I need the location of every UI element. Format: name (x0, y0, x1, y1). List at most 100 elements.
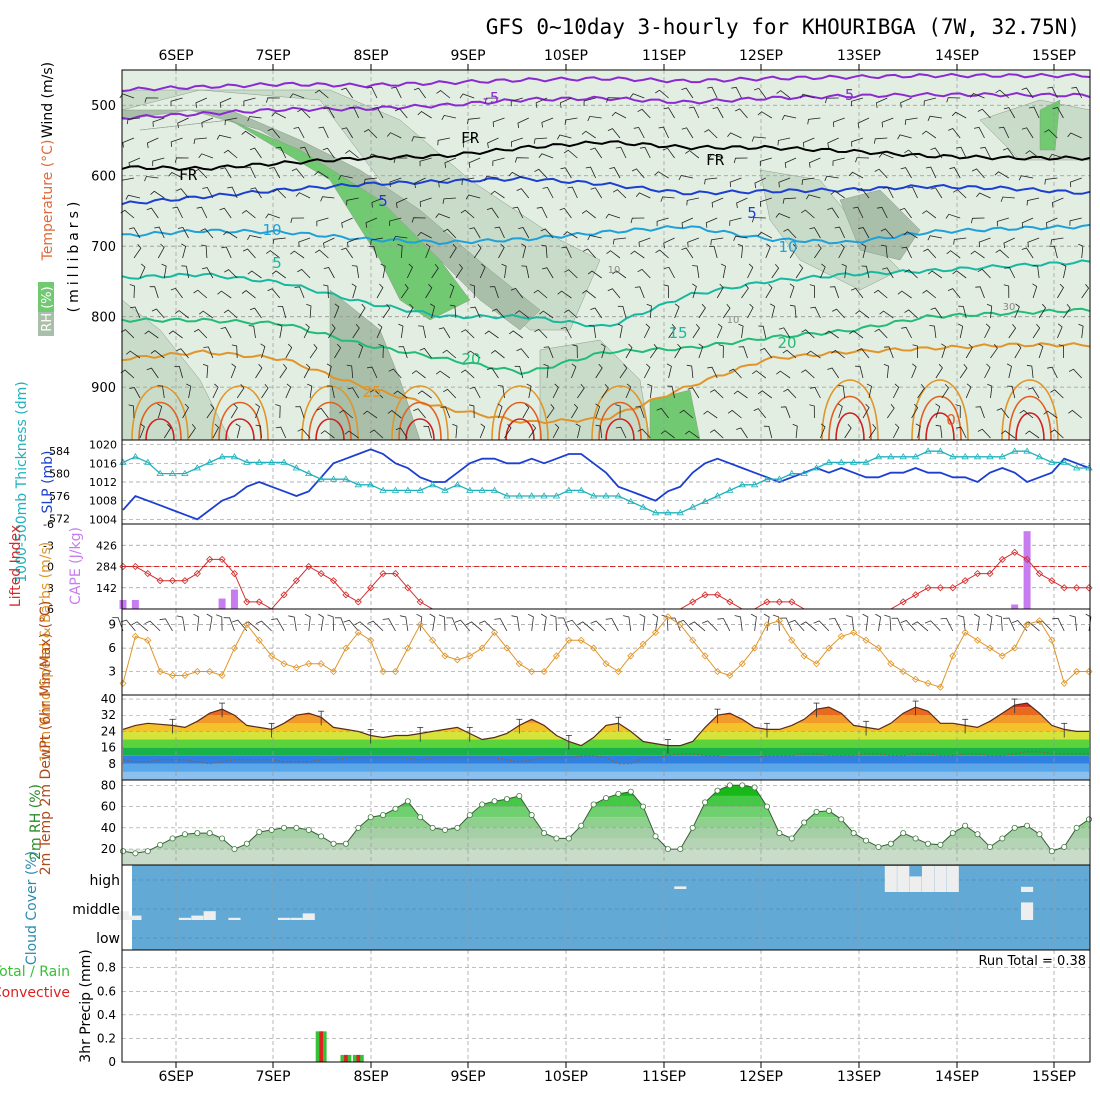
wind-barb (733, 157, 748, 164)
wind-barb (261, 383, 269, 399)
rh2m-tick-label: 40 (101, 821, 116, 835)
wind-barb (560, 326, 572, 339)
wind-barb (411, 136, 426, 142)
wind-barb (219, 97, 232, 108)
thickness-point (998, 453, 1007, 460)
wind-barb (1069, 217, 1082, 226)
wind-barb (366, 366, 378, 379)
wind-barb (468, 157, 481, 168)
rh2m-point (541, 830, 548, 837)
rh2m-point (788, 835, 795, 842)
wind-barb (1057, 283, 1065, 299)
rh2m-point (776, 830, 783, 837)
wind-barb (975, 406, 985, 419)
wind-barb (855, 157, 870, 163)
wind-barb (267, 128, 281, 139)
precip-tick-label: 0 (108, 1055, 116, 1069)
wind-barb (814, 244, 822, 259)
lifted-index-tick-label: 3 (47, 582, 54, 595)
wind-barb (987, 383, 993, 399)
wind-barb (303, 323, 310, 339)
wind-barb (660, 430, 675, 439)
lifted-index-point (788, 598, 796, 606)
wind-barb (269, 166, 281, 179)
thickness-point (144, 458, 152, 465)
wind-barb (800, 209, 815, 219)
lifted-index-tick-label: -3 (43, 539, 54, 552)
wind-barb (984, 323, 991, 339)
wind-barb (757, 231, 772, 239)
wind-barb (157, 403, 163, 419)
wind-speed-point (429, 636, 437, 644)
wind-barb (289, 93, 305, 99)
wind-barb (533, 289, 548, 299)
wind-barb (588, 325, 597, 339)
wind-barb (224, 117, 238, 126)
thickness-point (1035, 453, 1044, 460)
surface-wind-barb (367, 620, 384, 632)
rh2m-color-bands (123, 785, 1089, 865)
wind-barb (1025, 150, 1040, 159)
wind-barb (443, 388, 457, 399)
thickness-point (862, 458, 870, 465)
lifted-index-point (416, 598, 424, 606)
thickness-point (664, 509, 672, 516)
wind-barb (539, 310, 554, 319)
wind-barb (582, 289, 596, 299)
wind-barb (541, 117, 554, 128)
wind-barb (747, 303, 754, 319)
wind-barb (395, 197, 408, 209)
surface-wind-barb (144, 620, 161, 632)
cloud-level-label: low (96, 931, 120, 947)
wind-speed-point (949, 652, 957, 660)
date-label-top: 10SEP (544, 48, 588, 64)
wind-barb (801, 369, 815, 379)
wind-barb (1003, 237, 1015, 249)
rh2m-band (123, 827, 1089, 839)
wind-barb (635, 406, 645, 419)
lifted-index-line (123, 551, 1089, 610)
wind-barb (170, 137, 183, 147)
wind-speed-point (391, 667, 400, 676)
wind-barb (1026, 364, 1034, 379)
wind-barb (848, 171, 864, 179)
wind-barb (248, 325, 256, 339)
surface-wind-barb (828, 617, 842, 632)
wind-barb (1051, 197, 1064, 208)
wind-barb (347, 387, 360, 399)
wind-barb (196, 206, 208, 219)
wind-barb (977, 268, 991, 279)
thickness-point (404, 486, 412, 493)
wind-barb (128, 157, 141, 168)
wind-speed-point (565, 636, 573, 644)
precip-tick-label: 0.2 (97, 1031, 116, 1045)
wind-barb (998, 126, 1010, 139)
wind-barb (736, 197, 748, 209)
wind-barb (338, 174, 353, 180)
wind-barb (606, 97, 621, 103)
wind-barb (516, 348, 530, 359)
cloud-middle-bar (178, 917, 191, 920)
lifted-index-point (726, 598, 734, 606)
lifted-index-point (255, 598, 263, 606)
wind-barb (126, 350, 141, 359)
wind-barb (832, 157, 845, 166)
wind-barb (198, 310, 214, 319)
wind-barb (521, 243, 527, 259)
wind-barb (535, 97, 548, 108)
wind-barb (174, 157, 189, 163)
wind-barb (557, 290, 572, 299)
wind-barb (193, 328, 208, 339)
wind-speed-point (763, 621, 771, 629)
wind-barb (765, 243, 771, 259)
wind-barb (512, 206, 524, 219)
surface-isotherm-loop (491, 385, 549, 441)
lifted-index-point (961, 577, 969, 585)
date-label-top: 11SEP (642, 48, 686, 64)
wind-barb (716, 323, 723, 339)
wind-speed-point (416, 621, 424, 629)
wind-barb (685, 150, 700, 159)
wind-barb (809, 284, 816, 299)
date-label-bottom: 15SEP (1032, 1069, 1076, 1085)
wind-speed-point (490, 628, 499, 637)
